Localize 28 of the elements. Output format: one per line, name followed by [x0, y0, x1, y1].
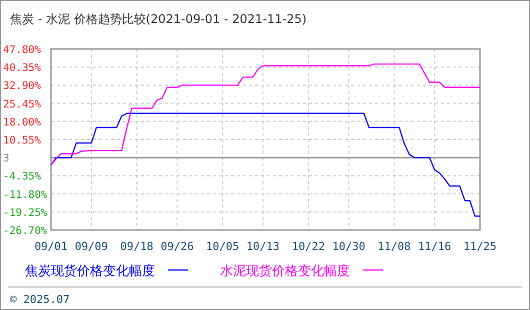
legend-label: 水泥现货价格变化幅度: [220, 263, 350, 279]
legend-label: 焦炭现货价格变化幅度: [25, 263, 155, 279]
y-tick-label: 3: [3, 152, 10, 165]
y-tick-label: 25.45%: [3, 98, 42, 110]
x-tick-label: 10/13: [246, 240, 280, 253]
x-tick-label: 10/22: [292, 240, 325, 253]
x-tick-label: 09/26: [160, 240, 194, 253]
y-tick-label: 47.80%: [3, 44, 42, 56]
text: © 2025.07: [10, 293, 70, 306]
x-tick-label: 10/30: [332, 240, 366, 253]
y-tick-label: -19.25%: [3, 206, 48, 219]
line-series: [50, 112, 481, 217]
y-tick-label: 10.55%: [3, 134, 42, 146]
x-tick-label: 11/25: [463, 240, 497, 253]
y-tick-label: -11.80%: [3, 188, 48, 201]
x-tick-label: 09/09: [74, 240, 108, 253]
y-tick-label: 32.90%: [3, 80, 42, 92]
x-tick-label: 09/01: [34, 240, 68, 253]
y-tick-label: 40.35%: [3, 62, 42, 74]
y-tick-label: -26.70%: [3, 225, 48, 237]
y-tick-label: -4.35%: [3, 170, 42, 183]
chart-title: 焦炭 - 水泥 价格趋势比较(2021-09-01 - 2021-11-25): [10, 12, 307, 26]
x-tick-label: 09/18: [120, 240, 154, 253]
line-series: [50, 63, 481, 166]
x-tick-label: 11/16: [418, 240, 452, 253]
x-tick-label: 10/05: [206, 240, 240, 253]
x-tick-label: 11/08: [378, 240, 411, 253]
y-tick-label: 18.00%: [3, 116, 42, 128]
